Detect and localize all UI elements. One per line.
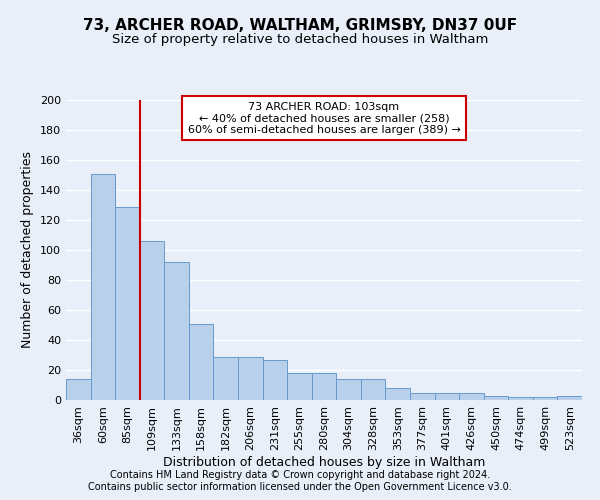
X-axis label: Distribution of detached houses by size in Waltham: Distribution of detached houses by size …	[163, 456, 485, 468]
Bar	[312, 373, 336, 400]
Bar	[434, 392, 459, 400]
Bar	[115, 206, 140, 400]
Y-axis label: Number of detached properties: Number of detached properties	[22, 152, 34, 348]
Bar	[263, 360, 287, 400]
Bar	[385, 388, 410, 400]
Text: Contains public sector information licensed under the Open Government Licence v3: Contains public sector information licen…	[88, 482, 512, 492]
Bar	[508, 397, 533, 400]
Text: Contains HM Land Registry data © Crown copyright and database right 2024.: Contains HM Land Registry data © Crown c…	[110, 470, 490, 480]
Bar	[66, 379, 91, 400]
Text: 73 ARCHER ROAD: 103sqm
← 40% of detached houses are smaller (258)
60% of semi-de: 73 ARCHER ROAD: 103sqm ← 40% of detached…	[188, 102, 460, 134]
Bar	[410, 392, 434, 400]
Bar	[557, 396, 582, 400]
Bar	[189, 324, 214, 400]
Bar	[484, 396, 508, 400]
Bar	[140, 241, 164, 400]
Bar	[533, 397, 557, 400]
Bar	[238, 356, 263, 400]
Bar	[164, 262, 189, 400]
Bar	[361, 379, 385, 400]
Bar	[214, 356, 238, 400]
Bar	[459, 392, 484, 400]
Text: 73, ARCHER ROAD, WALTHAM, GRIMSBY, DN37 0UF: 73, ARCHER ROAD, WALTHAM, GRIMSBY, DN37 …	[83, 18, 517, 32]
Bar	[287, 373, 312, 400]
Text: Size of property relative to detached houses in Waltham: Size of property relative to detached ho…	[112, 32, 488, 46]
Bar	[336, 379, 361, 400]
Bar	[91, 174, 115, 400]
